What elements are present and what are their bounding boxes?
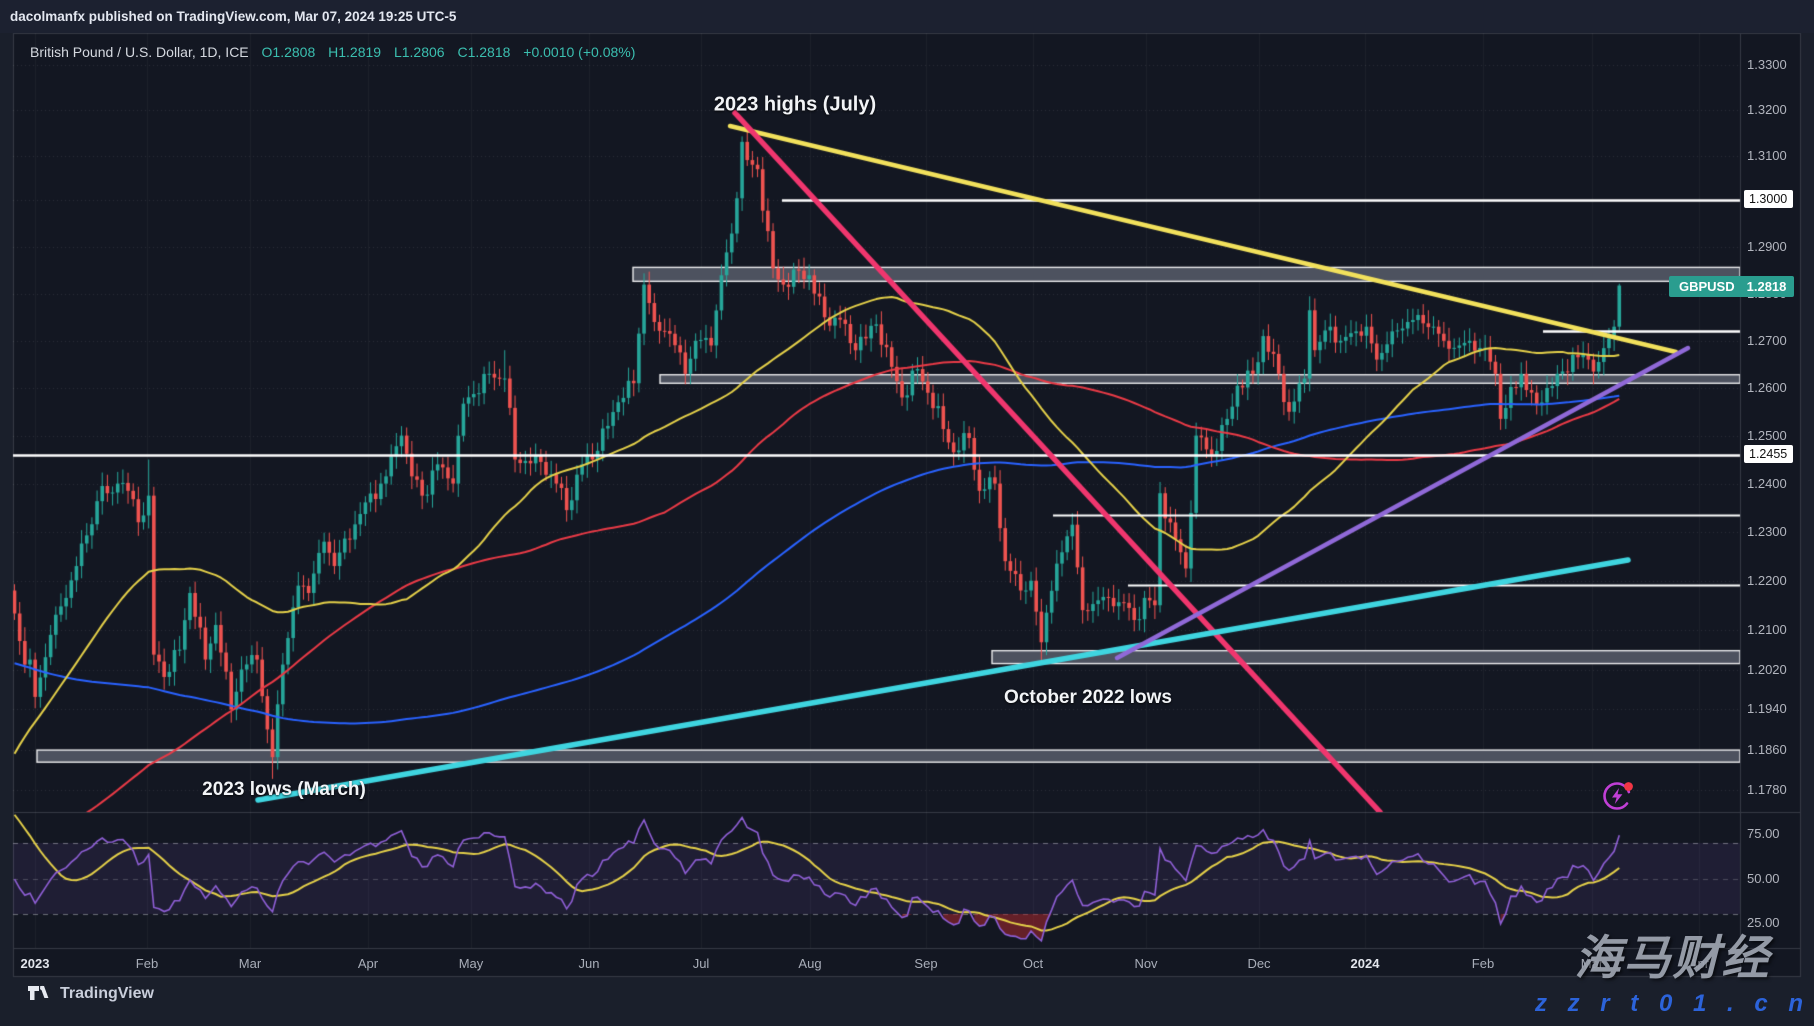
time-axis-label: 2024 [1350, 956, 1380, 971]
tradingview-logo-text: TradingView [60, 984, 154, 1002]
publish-text: dacolmanfx published on TradingView.com,… [10, 9, 457, 24]
time-axis-label: Oct [1022, 956, 1044, 971]
price-axis-label: 1.2200 [1747, 572, 1787, 588]
annotation-october-2022-lows: October 2022 lows [1004, 687, 1172, 708]
last-price-symbol: GBPUSD [1679, 278, 1735, 294]
last-price-value: 1.2818 [1746, 278, 1787, 294]
annotation-2023-lows: 2023 lows (March) [202, 779, 366, 800]
price-axis-label: 1.3200 [1747, 102, 1787, 118]
price-axis-label: 1.2300 [1747, 523, 1787, 539]
price-axis-label: 1.2600 [1747, 379, 1787, 395]
time-axis-label: Nov [1134, 956, 1158, 971]
price-axis-label: 1.2900 [1747, 239, 1787, 255]
time-axis-label: Feb [1471, 956, 1495, 971]
price-axis-label: 1.2400 [1747, 475, 1787, 491]
annotation-2023-highs: 2023 highs (July) [713, 93, 877, 116]
price-axis-label: 1.1780 [1747, 782, 1787, 797]
symbol-header[interactable]: British Pound / U.S. Dollar, 1D, ICE O1.… [30, 44, 635, 60]
time-axis-label: 2023 [20, 956, 50, 971]
key-level-label: 1.3000 [1744, 190, 1794, 209]
symbol-title: British Pound / U.S. Dollar, 1D, ICE [30, 44, 249, 60]
ohlc-open: O1.2808 [261, 44, 316, 60]
watermark-url: z z r t 0 1 . c n [1534, 990, 1810, 1017]
ohlc-low: L1.2806 [393, 44, 445, 60]
time-axis-label: May [458, 956, 484, 971]
tradingview-logo-icon [28, 985, 49, 1000]
price-axis-label: 1.2020 [1747, 661, 1787, 677]
idea-flash-icon[interactable] [1598, 776, 1642, 816]
price-axis[interactable]: 1.33001.32001.31001.29001.28001.27001.26… [1741, 33, 1814, 948]
time-axis-label: Jun [578, 956, 600, 971]
time-axis-label: Aug [798, 956, 822, 971]
price-axis-label: 1.3300 [1747, 57, 1787, 72]
time-axis-label: Mar [1580, 956, 1604, 971]
watermark: 海马财经 z z r t 0 1 . c n [1535, 919, 1810, 1018]
last-price-tag: GBPUSD 1.2818 [1669, 275, 1795, 297]
price-axis-label: 1.2700 [1747, 332, 1787, 348]
publish-bar: dacolmanfx published on TradingView.com,… [0, 0, 1814, 33]
price-axis-label: 1.1940 [1747, 701, 1787, 717]
time-axis[interactable]: 2023 Feb Mar Apr May Jun Jul Aug Sep Oct Nov Dec 202… [13, 948, 1801, 977]
watermark-brand: 海马财经 [1574, 931, 1771, 984]
time-axis-label: Apr [1688, 956, 1710, 971]
tradingview-footer[interactable]: TradingView [28, 984, 154, 1003]
price-axis-label: 1.3100 [1747, 147, 1787, 163]
price-axis-label: 1.2500 [1747, 427, 1787, 443]
time-axis-label: Sep [914, 956, 938, 971]
key-level-label: 1.2455 [1744, 444, 1794, 463]
notification-dot [1624, 782, 1633, 791]
time-axis-label: Jul [692, 956, 710, 971]
rsi-axis-label: 50.00 [1747, 870, 1780, 886]
price-axis-label: 1.1860 [1747, 741, 1787, 757]
ohlc-high: H1.2819 [328, 44, 382, 60]
time-axis-label: Apr [357, 956, 379, 971]
time-axis-label: Feb [135, 956, 159, 971]
time-axis-label: Mar [238, 956, 262, 971]
price-axis-label: 1.2100 [1747, 621, 1787, 637]
ohlc-close: C1.2818 [457, 44, 511, 60]
rsi-axis-label: 75.00 [1747, 826, 1780, 841]
rsi-axis-label: 25.00 [1747, 915, 1780, 930]
price-change: +0.0010 (+0.08%) [523, 44, 636, 60]
time-axis-label: Dec [1247, 956, 1271, 971]
